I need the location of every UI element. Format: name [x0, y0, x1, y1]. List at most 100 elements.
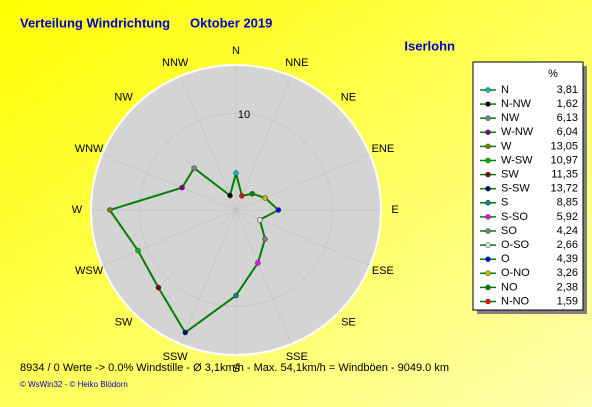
legend-marker	[485, 185, 491, 192]
radar-point	[249, 190, 256, 197]
radar-point	[233, 170, 239, 176]
legend-value: 2,66	[557, 239, 578, 251]
credits: © WsWin32 - © Heiko Blödorn	[20, 380, 128, 389]
legend-marker	[485, 270, 491, 277]
radar-point	[107, 207, 113, 213]
legend-marker	[485, 284, 491, 291]
legend-label: N-NO	[501, 295, 530, 307]
legend-value: 3,26	[557, 267, 578, 279]
legend-marker	[485, 200, 491, 206]
radar-point	[255, 260, 261, 266]
direction-label: WNW	[75, 143, 104, 155]
legend-value: 6,04	[557, 126, 578, 138]
spoke	[180, 209, 237, 345]
radar-point	[135, 247, 141, 254]
legend-label: S-SW	[501, 183, 530, 195]
chart-title: Verteilung Windrichtung	[20, 15, 170, 30]
direction-label: W	[72, 204, 83, 216]
spoke	[101, 209, 237, 266]
direction-label: SSE	[286, 351, 308, 363]
legend-value: 5,92	[557, 211, 578, 223]
legend-value: 4,39	[557, 253, 578, 265]
direction-label: ESE	[372, 265, 394, 277]
spoke	[235, 209, 292, 345]
direction-label: NNE	[285, 57, 308, 69]
radar-point	[239, 193, 245, 199]
legend-marker	[485, 242, 491, 248]
legend-marker	[485, 129, 491, 136]
legend-value: 8,85	[557, 197, 578, 209]
direction-label: S	[232, 363, 239, 375]
spoke	[235, 75, 292, 211]
radar-point	[155, 284, 162, 291]
legend-label: W-SW	[501, 154, 533, 166]
radar-point	[179, 184, 185, 191]
legend-title: %	[548, 68, 558, 80]
legend-marker	[485, 157, 491, 164]
legend-value: 1,62	[557, 98, 578, 110]
legend-label: N	[501, 84, 509, 96]
legend-label: S	[501, 197, 508, 209]
spoke	[235, 209, 339, 313]
spoke	[235, 154, 371, 211]
radar-point	[233, 292, 239, 299]
legend-label: NW	[501, 112, 520, 124]
location: Iserlohn	[404, 38, 455, 53]
direction-label: NNW	[162, 57, 189, 69]
direction-label: SE	[341, 316, 356, 328]
legend-label: W-NW	[501, 126, 534, 138]
legend-label: O	[501, 253, 510, 265]
legend-marker	[485, 143, 491, 150]
direction-label: SSW	[163, 351, 189, 363]
radar-point	[262, 236, 268, 242]
legend-value: 2,38	[557, 281, 578, 293]
spoke	[101, 154, 237, 211]
r-tick-label: 10	[238, 109, 250, 121]
legend-value: 11,35	[551, 169, 578, 181]
legend-box	[472, 61, 584, 311]
footer: 8934 / 0 Werte -> 0.0% Windstille - Ø 3,…	[20, 362, 449, 374]
direction-label: E	[391, 204, 398, 216]
legend-marker	[485, 115, 491, 121]
legend-marker	[485, 101, 491, 107]
legend-value: 10,97	[550, 154, 578, 166]
direction-label: ENE	[372, 143, 395, 155]
legend-label: O-NO	[501, 267, 530, 279]
spoke	[133, 107, 237, 211]
legend-label: SW	[501, 169, 519, 181]
legend-value: 6,13	[557, 112, 578, 124]
radar-point	[191, 165, 197, 171]
legend-label: SO	[501, 225, 517, 237]
chart-subtitle: Oktober 2019	[190, 15, 272, 30]
legend-value: 4,24	[557, 225, 578, 237]
spoke	[180, 75, 237, 211]
legend-label: W	[501, 140, 512, 152]
legend-marker	[485, 171, 491, 178]
legend-value: 13,72	[550, 183, 578, 195]
legend-value: 1,59	[557, 295, 578, 307]
spoke	[133, 209, 237, 313]
direction-label: N	[232, 45, 240, 57]
legend-label: S-SO	[501, 211, 528, 223]
radar-point	[262, 195, 268, 201]
direction-label: WSW	[75, 265, 104, 277]
legend-label: NO	[501, 281, 518, 293]
radar-point	[182, 329, 188, 336]
radar-point	[275, 207, 282, 213]
direction-label: NE	[341, 91, 356, 103]
direction-label: NW	[114, 91, 133, 103]
legend-label: N-NW	[501, 98, 532, 110]
legend-marker	[485, 87, 491, 93]
radar-point	[257, 217, 263, 223]
grid-circle	[139, 113, 333, 307]
legend-label: O-SO	[501, 239, 530, 251]
direction-label: SW	[115, 316, 133, 328]
legend-marker	[485, 214, 491, 220]
legend-marker	[485, 256, 491, 262]
legend-marker	[485, 228, 491, 234]
legend-marker	[485, 298, 491, 305]
radar-point	[227, 192, 233, 199]
legend-value: 3,81	[557, 84, 578, 96]
legend-value: 13,05	[550, 140, 578, 152]
